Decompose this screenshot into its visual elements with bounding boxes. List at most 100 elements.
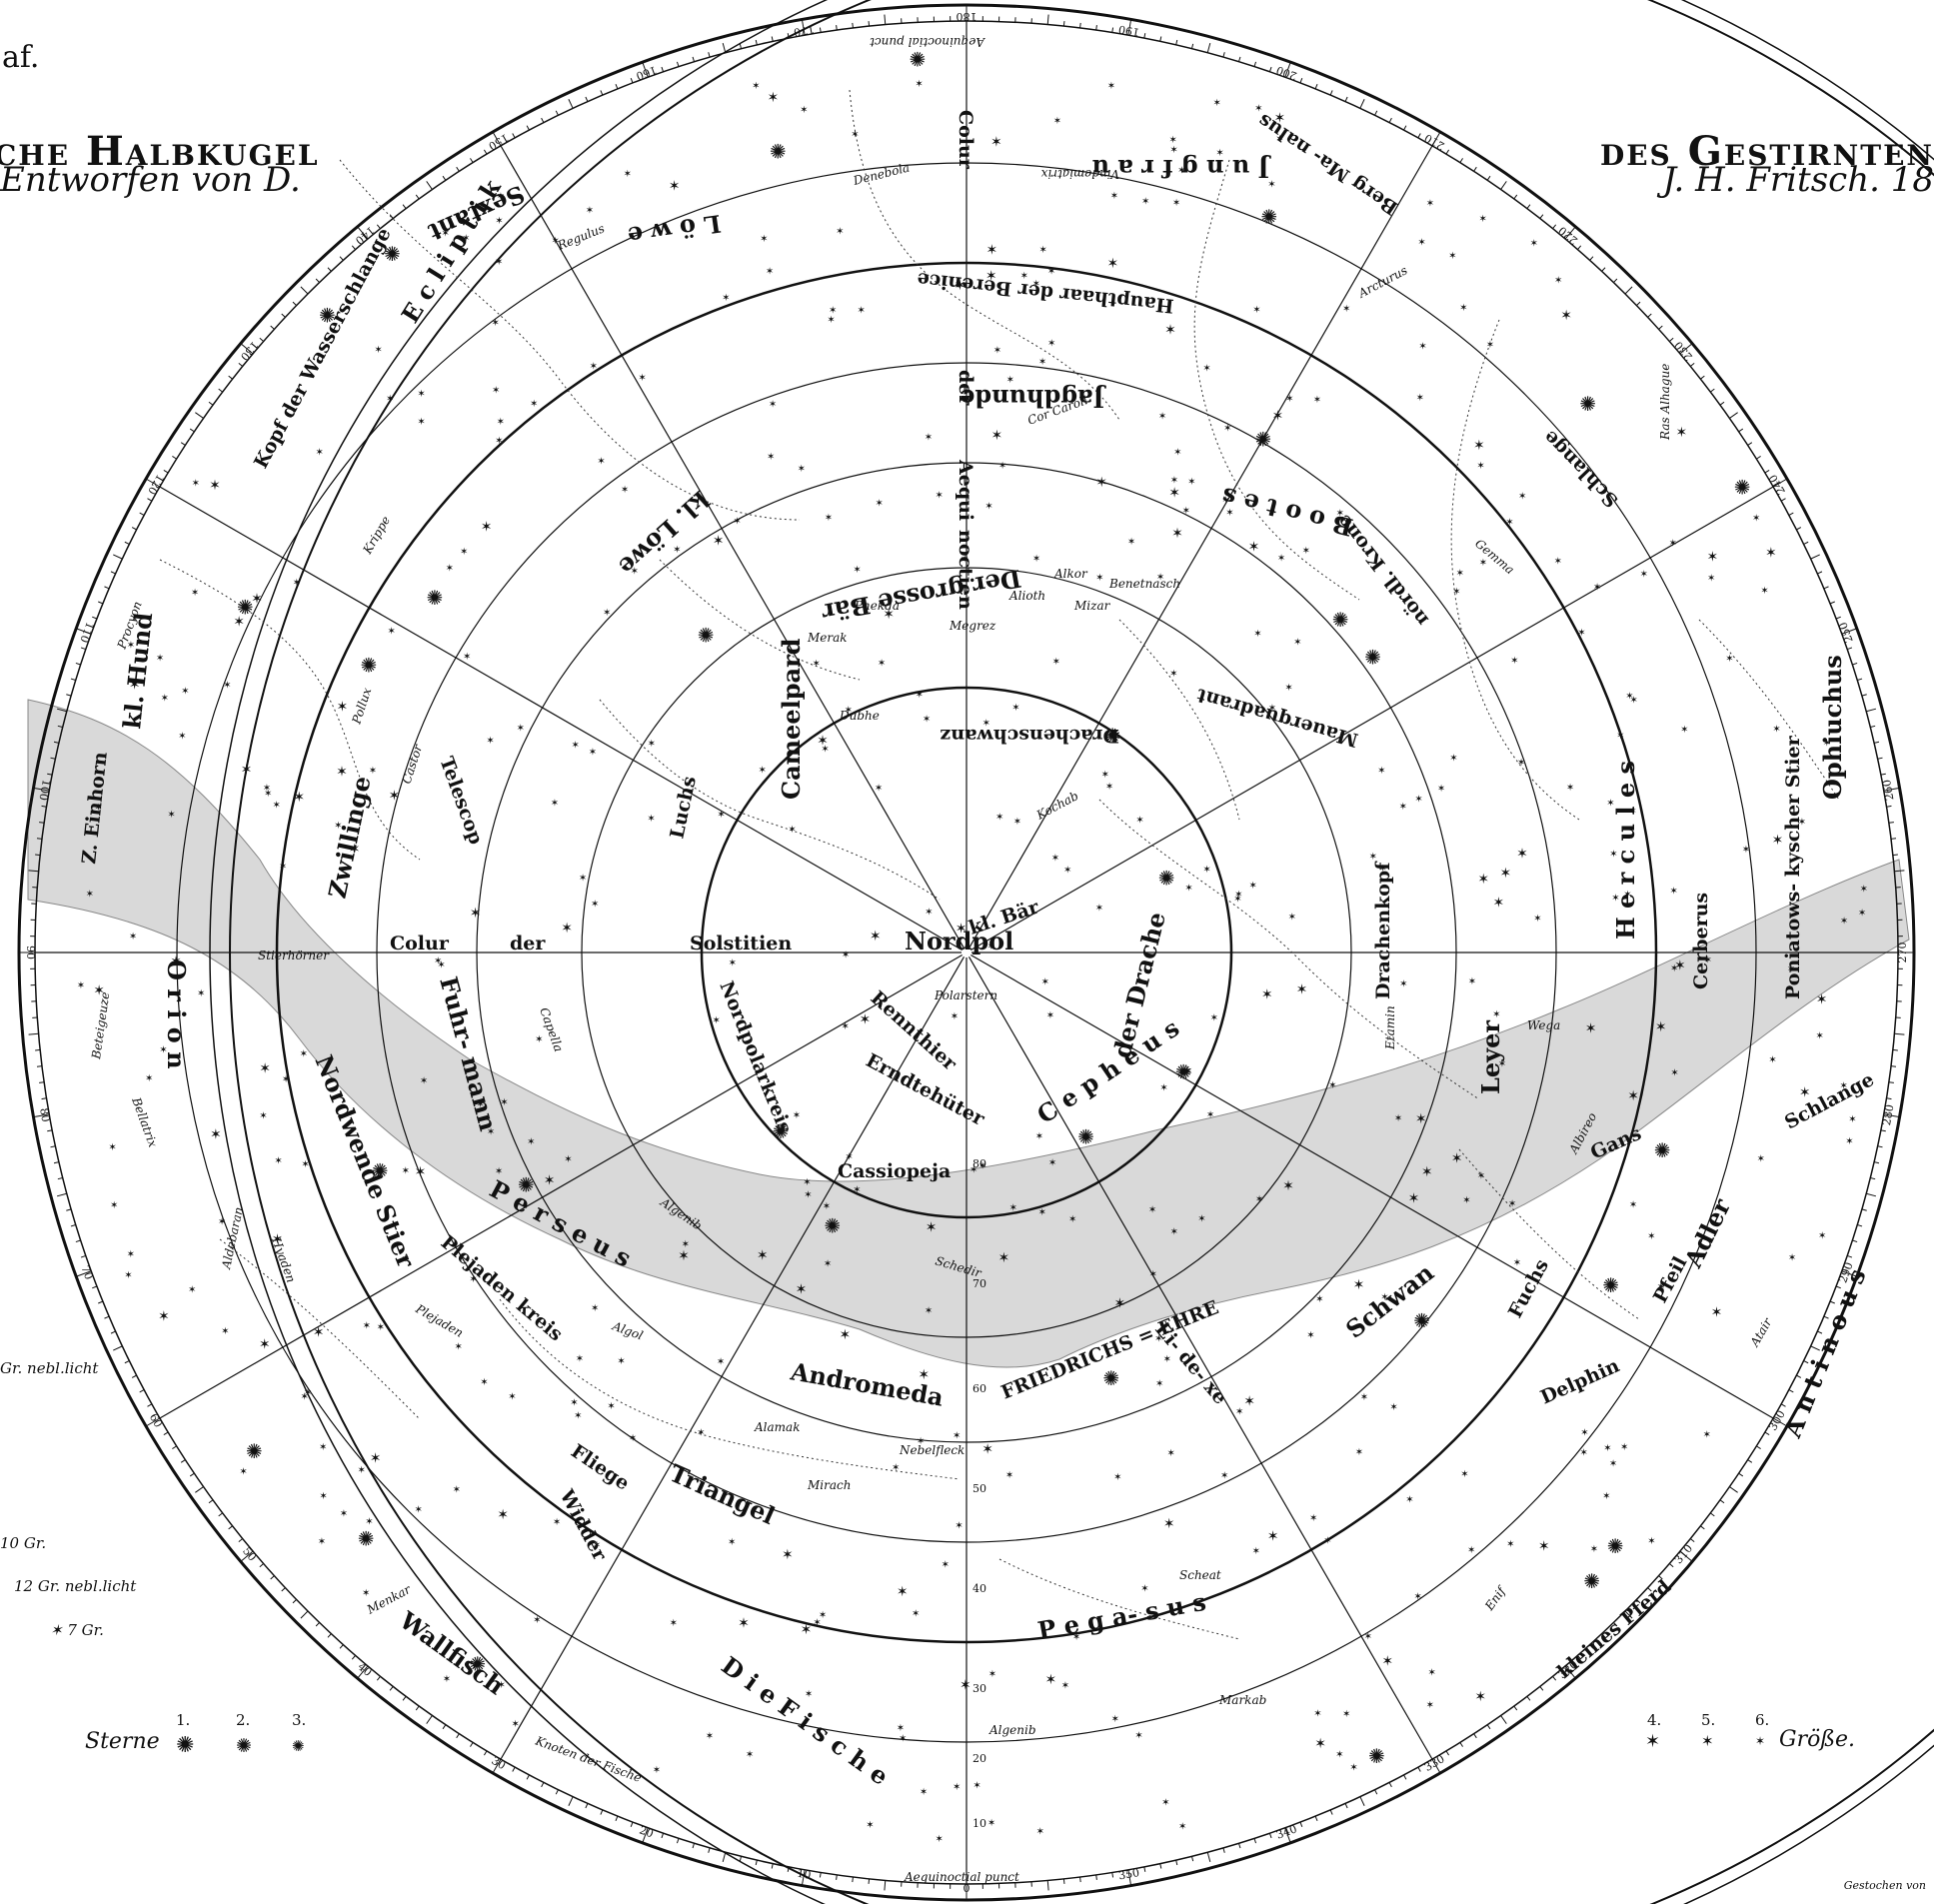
constellation-cepheus: C e p h e u s (1031, 1013, 1184, 1129)
star-mark: ✶ (181, 686, 189, 697)
rim-tick (642, 1827, 649, 1843)
rim-tick (1669, 337, 1674, 342)
star-mark: ✶ (1169, 145, 1177, 156)
legend-stars-word: Sterne (85, 1729, 160, 1754)
rim-tick (1658, 1575, 1663, 1580)
star-mark: ✶ (769, 400, 777, 411)
rim-tick (228, 375, 233, 380)
star-mark: ✶ (1627, 1088, 1639, 1104)
star-mark: ✶ (1845, 1136, 1853, 1147)
rim-tick (1870, 1176, 1876, 1180)
rim-tick-label: 70 (78, 1264, 95, 1282)
star-mark: ✶ (853, 1184, 861, 1195)
star-alamak: Alamak (754, 1420, 800, 1434)
rim-tick (1046, 14, 1049, 25)
rim-tick (1268, 66, 1272, 72)
rim-tick (131, 527, 137, 531)
star-mark: ✺ (1077, 1125, 1094, 1149)
rim-tick (1238, 1843, 1241, 1849)
star-mark: ✶ (551, 236, 559, 247)
rim-tick (642, 62, 649, 78)
dec-tick-label: 60 (972, 1382, 986, 1395)
rim-tick (1564, 226, 1576, 240)
star-mark: ✶ (1459, 303, 1467, 314)
star-krippe: Krippe (360, 514, 393, 557)
star-mark: ✶ (1579, 1448, 1587, 1459)
plate-number: af. (2, 40, 40, 75)
rim-tick (1679, 343, 1693, 355)
rim-tick-label: 90 (24, 946, 37, 959)
star-mark: ✶ (1788, 1252, 1796, 1263)
star-mark: ✶ (883, 607, 895, 623)
star-mark: ✶ (956, 921, 967, 937)
rim-tick (300, 1610, 309, 1619)
hour-line (970, 953, 1774, 1419)
star-mark: ✶ (912, 1609, 920, 1620)
star-mark: ✶ (998, 461, 1006, 472)
rim-tick (1823, 586, 1829, 590)
star-mark: ✶ (1036, 1826, 1044, 1837)
rim-tick (1719, 401, 1725, 406)
rim-tick (1206, 1852, 1211, 1863)
star-mark: ✶ (402, 1165, 410, 1176)
star-mark: ✶ (1840, 916, 1848, 927)
star-mark: ✶ (1011, 703, 1019, 714)
rim-tick (787, 33, 790, 39)
star-mark: ✶ (1647, 1231, 1655, 1242)
rim-tick (492, 131, 502, 147)
star-mark: ✶ (823, 1201, 831, 1212)
star-mark: ✶ (188, 1284, 196, 1295)
star-mark: ✶ (1590, 1544, 1598, 1555)
star-mark: ✶ (824, 1259, 832, 1270)
star-mark: ✶ (1399, 802, 1407, 813)
star-mark: ✶ (1510, 656, 1518, 667)
star-mark: ✶ (800, 105, 808, 116)
star-mark: ✶ (420, 1076, 428, 1087)
legend-mag-5: 5. (1701, 1711, 1716, 1729)
star-mark: ✶ (1364, 1632, 1372, 1643)
star-mark: ✶ (1479, 214, 1487, 225)
rim-tick (1526, 1696, 1531, 1701)
rim-tick (1127, 1869, 1132, 1886)
dec-tick-label: 80 (972, 1157, 986, 1170)
rim-tick (70, 1224, 76, 1227)
rim-tick (1823, 1315, 1829, 1319)
rim-tick-label: 170 (793, 23, 816, 39)
star-mark: ✶ (1314, 1736, 1326, 1752)
rim-tick (1870, 725, 1876, 729)
rim-tick (1190, 1856, 1194, 1862)
rim-tick (147, 1403, 153, 1407)
rim-tick (1861, 1208, 1867, 1211)
star-mark: ✶ (209, 478, 221, 494)
star-mark: ✶ (1220, 1470, 1228, 1481)
star-markab: Markab (1218, 1693, 1266, 1707)
star-regulus: Regulus (555, 221, 607, 253)
star-mark: ✶ (733, 516, 741, 527)
star-vindemiatrix: Vindemiatrix (1040, 167, 1119, 181)
star-mark: ✶ (1261, 987, 1273, 1003)
rim-tick (1874, 741, 1880, 744)
star-mark: ✺ (773, 1119, 790, 1143)
star-mark: ✺ (358, 1527, 375, 1551)
star-mark: ✶ (1647, 1536, 1655, 1547)
rim-tick (1284, 1827, 1291, 1843)
star-mark: ✶ (1394, 1113, 1402, 1124)
rim-tick (1329, 1809, 1333, 1815)
rim-tick (692, 1843, 695, 1849)
rim-tick-label: 250 (1836, 621, 1855, 645)
constellation-erndtehueter: Erndtehüter (863, 1049, 989, 1130)
rim-tick (1877, 1145, 1883, 1148)
star-mark: ✺ (518, 1172, 535, 1196)
rim-tick (1756, 456, 1761, 460)
star-mirach: Mirach (807, 1478, 851, 1492)
star-mark: ✶ (586, 206, 594, 217)
star-mark: ✶ (1277, 554, 1285, 565)
star-mark: ✶ (1516, 846, 1528, 862)
star-mark: ✶ (1486, 340, 1494, 351)
rim-tick (1788, 512, 1794, 516)
star-mark: ✶ (788, 825, 796, 836)
rim-tick (1284, 62, 1291, 78)
rim-tick (1062, 21, 1065, 27)
star-mark: ✶ (124, 1270, 132, 1281)
star-mark: ✶ (1197, 1213, 1205, 1224)
